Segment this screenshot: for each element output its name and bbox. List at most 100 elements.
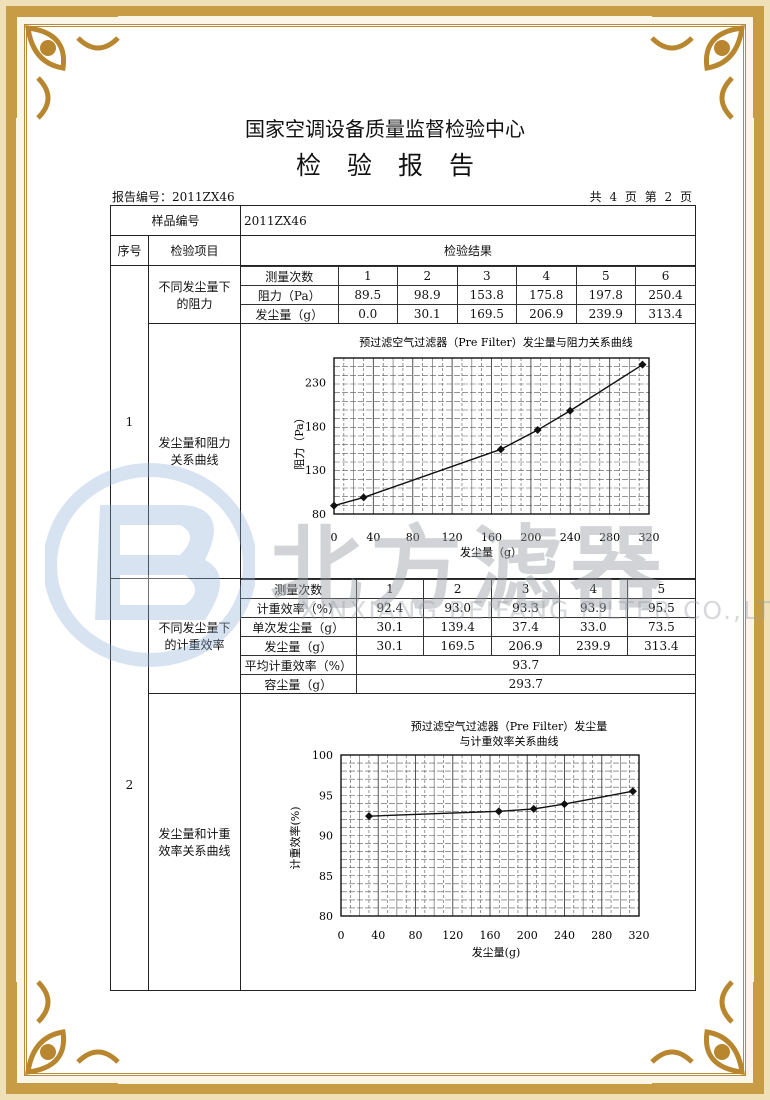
y-tick-label: 90 — [319, 830, 333, 843]
row-value: 206.9 — [516, 304, 577, 323]
row-value: 37.4 — [491, 617, 560, 637]
subtable-row: 测量次数 1 2 3 4 5 — [241, 579, 696, 599]
x-tick-label: 120 — [442, 531, 463, 544]
average-efficiency-value: 93.7 — [355, 655, 696, 675]
corner-ornament-icon — [8, 972, 128, 1092]
row-value: 93.3 — [491, 598, 560, 618]
brand-watermark-cn: 北方滤器 — [270, 516, 671, 623]
x-tick-label: 80 — [406, 531, 420, 544]
data-point — [365, 812, 374, 821]
plot-frame — [340, 754, 640, 917]
corner-ornament-icon — [642, 8, 762, 128]
x-tick-label: 200 — [520, 531, 541, 544]
average-efficiency-label: 平均计重效率（%） — [241, 655, 357, 675]
x-axis-label: 发尘量(g) — [472, 945, 521, 959]
y-tick-label: 80 — [319, 910, 333, 923]
col-seq-header: 序号 — [110, 235, 149, 266]
inspection-table: 样品编号 2011ZX46 序号 检验项目 检验结果 1 不同发尘量下的阻力 测… — [109, 205, 697, 991]
x-tick-label: 280 — [599, 531, 620, 544]
data-point — [638, 360, 647, 369]
x-tick-label: 240 — [554, 929, 575, 942]
row-label: 测量次数 — [241, 579, 357, 599]
x-tick-label: 120 — [442, 929, 463, 942]
row-label: 阻力（Pa） — [241, 285, 339, 305]
x-tick-label: 200 — [517, 929, 538, 942]
document-title: 检验报告 — [295, 151, 500, 180]
subtable-row: 发尘量（g） 0.0 30.1 169.5 206.9 239.9 313.4 — [241, 304, 696, 323]
subtable-row: 发尘量（g） 30.1 169.5 206.9 239.9 313.4 — [241, 636, 696, 656]
dust-capacity-value: 293.7 — [355, 674, 696, 693]
data-point — [560, 800, 569, 809]
plot-frame — [333, 357, 650, 515]
y-axis-label: 计重效率(%) — [288, 806, 302, 869]
data-point — [529, 804, 538, 813]
x-tick-label: 160 — [480, 929, 501, 942]
y-tick-label: 230 — [305, 377, 326, 390]
dust-capacity-label: 容尘量（g） — [241, 674, 357, 693]
row-label: 单次发尘量（g） — [241, 617, 357, 637]
row-value: 169.5 — [423, 636, 493, 656]
x-tick-label: 280 — [591, 929, 612, 942]
row-value: 73.5 — [626, 617, 696, 637]
data-point — [494, 807, 503, 816]
corner-ornament-icon — [642, 972, 762, 1092]
row-value: 1 — [337, 266, 399, 286]
row-value: 313.4 — [626, 636, 696, 656]
x-tick-label: 80 — [409, 929, 423, 942]
data-point — [330, 501, 339, 510]
chart-title: 预过滤空气过滤器（Pre Filter）发尘量与阻力关系曲线 — [359, 335, 633, 349]
x-tick-label: 40 — [371, 929, 385, 942]
resistance-chart: 预过滤空气过滤器（Pre Filter）发尘量与阻力关系曲线 0 40 80 120 16… — [240, 323, 697, 579]
y-tick-label: 100 — [312, 749, 333, 762]
data-line — [333, 364, 643, 507]
subtable-row: 测量次数 1 2 3 4 5 6 — [241, 266, 696, 286]
efficiency-subtable: 测量次数 1 2 3 4 5 计重效率（%） 92.4 93.0 93.3 93.9 95.5 单次发尘… — [241, 579, 696, 693]
brand-watermark-en: XINXIANG BEIFANG FILTER CO.,LTD. — [300, 596, 770, 625]
organization-title: 国家空调设备质量监督检验中心 — [245, 117, 525, 141]
seq-1: 1 — [110, 265, 149, 579]
x-tick-label: 0 — [331, 531, 338, 544]
row-value: 139.4 — [423, 617, 493, 637]
corner-ornament-icon — [8, 8, 128, 128]
data-point — [359, 493, 368, 502]
row-value: 30.1 — [397, 304, 458, 323]
chart-title: 预过滤空气过滤器（Pre Filter）发尘量 — [411, 719, 608, 733]
row-label: 发尘量（g） — [241, 636, 357, 656]
x-tick-label: 0 — [338, 929, 345, 942]
y-axis-label: 阻力（Pa） — [293, 412, 306, 469]
row-value: 175.8 — [516, 285, 577, 305]
resistance-subtable: 测量次数 1 2 3 4 5 6 阻力（Pa） 89.5 98.9 153.8 175.8 197.8 2… — [241, 266, 696, 323]
dust-capacity-row: 容尘量（g） 293.7 — [241, 674, 696, 693]
x-tick-label: 320 — [629, 929, 650, 942]
data-point — [566, 406, 575, 415]
report-number: 报告编号：2011ZX46 — [112, 190, 235, 204]
resistance-item: 不同发尘量下的阻力 — [147, 265, 242, 324]
resistance-curve-item: 发尘量和阻力关系曲线 — [147, 323, 242, 579]
row-value: 250.4 — [635, 285, 696, 305]
brand-logo-watermark — [45, 463, 255, 667]
subtable-row: 单次发尘量（g） 30.1 139.4 37.4 33.0 73.5 — [241, 617, 696, 637]
x-tick-label: 160 — [481, 531, 502, 544]
row-value: 153.8 — [456, 285, 518, 305]
row-label: 计重效率（%） — [241, 598, 357, 618]
seq-2: 2 — [110, 578, 149, 991]
efficiency-chart: 预过滤空气过滤器（Pre Filter）发尘量 与计重效率关系曲线 0 40 80 120… — [240, 693, 697, 991]
row-value: 3 — [456, 266, 518, 286]
row-label: 发尘量（g） — [241, 304, 339, 323]
chart-title: 与计重效率关系曲线 — [460, 734, 559, 748]
row-value: 89.5 — [337, 285, 399, 305]
x-axis-label: 发尘量（g） — [460, 545, 522, 559]
data-point — [628, 787, 637, 796]
subtable-row: 计重效率（%） 92.4 93.0 93.3 93.9 95.5 — [241, 598, 696, 618]
row-value: 5 — [575, 266, 637, 286]
row-value: 98.9 — [397, 285, 458, 305]
subtable-row: 阻力（Pa） 89.5 98.9 153.8 175.8 197.8 250.4 — [241, 285, 696, 305]
efficiency-curve-item: 发尘量和计重效率关系曲线 — [147, 693, 242, 991]
row-value: 197.8 — [575, 285, 637, 305]
y-tick-label: 130 — [305, 464, 326, 477]
row-value: 239.9 — [575, 304, 637, 323]
row-label: 测量次数 — [241, 266, 339, 286]
y-tick-label: 95 — [319, 789, 333, 802]
average-efficiency-row: 平均计重效率（%） 93.7 — [241, 655, 696, 675]
